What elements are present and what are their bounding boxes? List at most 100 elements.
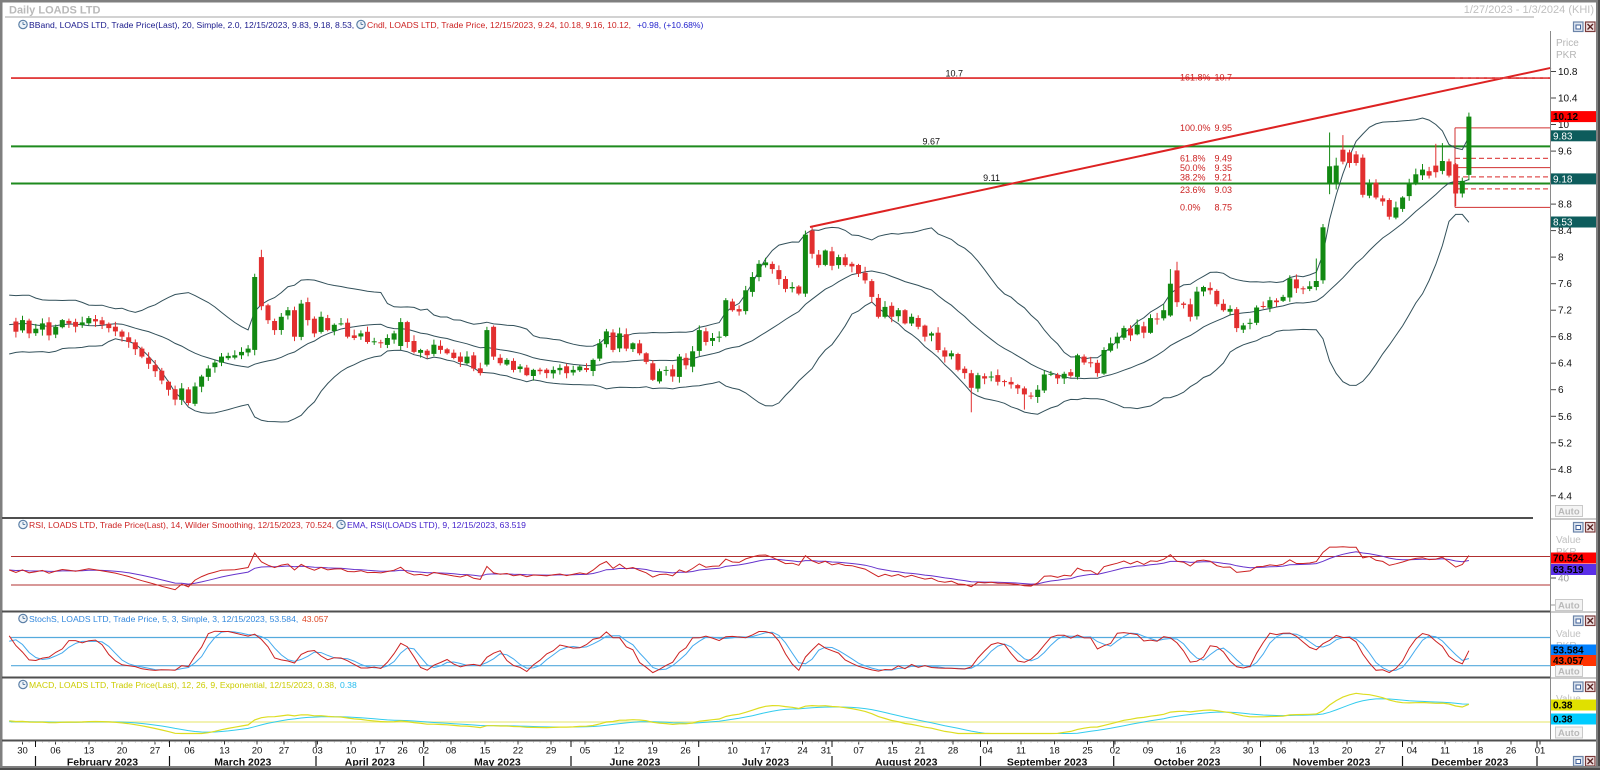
svg-text:50.0%: 50.0%: [1180, 163, 1206, 173]
svg-text:25: 25: [1082, 746, 1093, 757]
svg-text:BBand, LOADS LTD, Trade Price(: BBand, LOADS LTD, Trade Price(Last), 20,…: [29, 20, 354, 30]
svg-text:Auto: Auto: [1558, 667, 1580, 678]
svg-text:9.11: 9.11: [983, 173, 1000, 183]
svg-text:June 2023: June 2023: [610, 757, 661, 769]
svg-text:38.2%: 38.2%: [1180, 172, 1206, 182]
svg-text:16: 16: [1176, 746, 1187, 757]
svg-text:27: 27: [1375, 746, 1386, 757]
svg-text:November 2023: November 2023: [1293, 757, 1371, 769]
svg-text:Daily LOADS LTD: Daily LOADS LTD: [9, 5, 101, 17]
svg-text:October 2023: October 2023: [1154, 757, 1221, 769]
svg-text:9.35: 9.35: [1214, 163, 1232, 173]
svg-text:43.057: 43.057: [302, 614, 329, 624]
svg-text:26: 26: [397, 746, 408, 757]
svg-text:December 2023: December 2023: [1431, 757, 1508, 769]
svg-text:22: 22: [513, 746, 524, 757]
svg-text:07: 07: [853, 746, 864, 757]
svg-text:10: 10: [1558, 120, 1570, 131]
svg-text:10.7: 10.7: [945, 69, 963, 79]
svg-text:10.12: 10.12: [1553, 112, 1578, 123]
svg-text:9.21: 9.21: [1214, 172, 1232, 182]
svg-text:8.4: 8.4: [1558, 226, 1572, 237]
svg-text:23: 23: [1210, 746, 1221, 757]
svg-text:Price: Price: [1556, 38, 1579, 49]
svg-text:9.95: 9.95: [1214, 123, 1232, 133]
svg-text:15: 15: [887, 746, 898, 757]
svg-text:20: 20: [1342, 746, 1353, 757]
svg-text:0.38: 0.38: [340, 680, 357, 690]
svg-text:18: 18: [1473, 746, 1484, 757]
svg-text:11: 11: [1440, 746, 1450, 757]
svg-text:4.4: 4.4: [1558, 491, 1572, 502]
svg-text:13: 13: [84, 746, 95, 757]
svg-text:12: 12: [614, 746, 625, 757]
svg-text:28: 28: [948, 746, 959, 757]
svg-text:RSI, LOADS LTD, Trade Price(La: RSI, LOADS LTD, Trade Price(Last), 14, W…: [29, 520, 334, 530]
svg-text:March 2023: March 2023: [214, 757, 271, 769]
svg-text:10.8: 10.8: [1558, 67, 1578, 78]
svg-text:13: 13: [219, 746, 230, 757]
svg-text:8: 8: [1558, 253, 1564, 264]
svg-text:17: 17: [375, 746, 386, 757]
svg-text:13: 13: [1308, 746, 1319, 757]
svg-text:10.7: 10.7: [1214, 73, 1232, 83]
svg-text:06: 06: [50, 746, 61, 757]
svg-text:06: 06: [1276, 746, 1287, 757]
svg-text:02: 02: [418, 746, 429, 757]
svg-text:15: 15: [480, 746, 491, 757]
svg-text:4.8: 4.8: [1558, 465, 1572, 476]
svg-text:0.38: 0.38: [1553, 715, 1573, 726]
svg-text:6.4: 6.4: [1558, 359, 1572, 370]
svg-text:19: 19: [647, 746, 658, 757]
svg-text:September 2023: September 2023: [1007, 757, 1088, 769]
svg-text:27: 27: [150, 746, 161, 757]
svg-text:July 2023: July 2023: [742, 757, 789, 769]
svg-text:7.2: 7.2: [1558, 306, 1572, 317]
svg-text:53.584: 53.584: [1553, 646, 1584, 657]
svg-text:Cndl, LOADS LTD, Trade Price,: Cndl, LOADS LTD, Trade Price, 12/15/2023…: [367, 20, 631, 30]
svg-text:6: 6: [1558, 385, 1564, 396]
svg-text:10: 10: [727, 746, 738, 757]
svg-text:9.83: 9.83: [1553, 131, 1573, 142]
svg-text:18: 18: [1049, 746, 1060, 757]
svg-text:27: 27: [279, 746, 290, 757]
svg-text:10: 10: [346, 746, 357, 757]
svg-text:21: 21: [915, 746, 926, 757]
svg-text:30: 30: [1243, 746, 1254, 757]
svg-text:02: 02: [1110, 746, 1121, 757]
svg-text:43.057: 43.057: [1553, 656, 1584, 667]
svg-text:6.8: 6.8: [1558, 332, 1572, 343]
svg-text:Auto: Auto: [1558, 601, 1580, 612]
svg-text:09: 09: [1143, 746, 1154, 757]
svg-text:20: 20: [252, 746, 263, 757]
svg-text:EMA, RSI(LOADS LTD), 9, 12/1: EMA, RSI(LOADS LTD), 9, 12/15/2023, 63.5…: [347, 520, 526, 530]
svg-text:9.03: 9.03: [1214, 185, 1232, 195]
svg-text:Auto: Auto: [1558, 507, 1580, 518]
svg-text:05: 05: [580, 746, 591, 757]
svg-text:26: 26: [680, 746, 691, 757]
svg-text:40: 40: [1558, 574, 1570, 585]
svg-text:17: 17: [760, 746, 771, 757]
svg-text:9.18: 9.18: [1553, 174, 1573, 185]
svg-text:5.6: 5.6: [1558, 412, 1572, 423]
svg-text:+0.98, (+10.68%): +0.98, (+10.68%): [637, 20, 704, 30]
svg-text:April 2023: April 2023: [345, 757, 395, 769]
svg-text:04: 04: [982, 746, 993, 757]
svg-text:9.49: 9.49: [1214, 153, 1232, 163]
svg-text:63.519: 63.519: [1553, 565, 1584, 576]
svg-text:20: 20: [117, 746, 128, 757]
svg-text:StochS, LOADS LTD, Trade Price: StochS, LOADS LTD, Trade Price, 5, 3, Si…: [29, 614, 298, 624]
svg-text:Value: Value: [1556, 535, 1581, 546]
svg-text:8.75: 8.75: [1214, 202, 1232, 212]
svg-text:100.0%: 100.0%: [1180, 123, 1211, 133]
svg-text:04: 04: [1407, 746, 1418, 757]
svg-text:06: 06: [184, 746, 195, 757]
svg-text:70.524: 70.524: [1553, 554, 1584, 565]
svg-text:24: 24: [797, 746, 808, 757]
svg-text:0.0%: 0.0%: [1180, 202, 1201, 212]
svg-text:8.53: 8.53: [1553, 218, 1573, 229]
svg-text:1/27/2023 - 1/3/2024 (KHI): 1/27/2023 - 1/3/2024 (KHI): [1464, 4, 1594, 16]
svg-text:8.8: 8.8: [1558, 200, 1572, 211]
svg-text:Auto: Auto: [1558, 728, 1580, 739]
svg-text:5.2: 5.2: [1558, 438, 1572, 449]
